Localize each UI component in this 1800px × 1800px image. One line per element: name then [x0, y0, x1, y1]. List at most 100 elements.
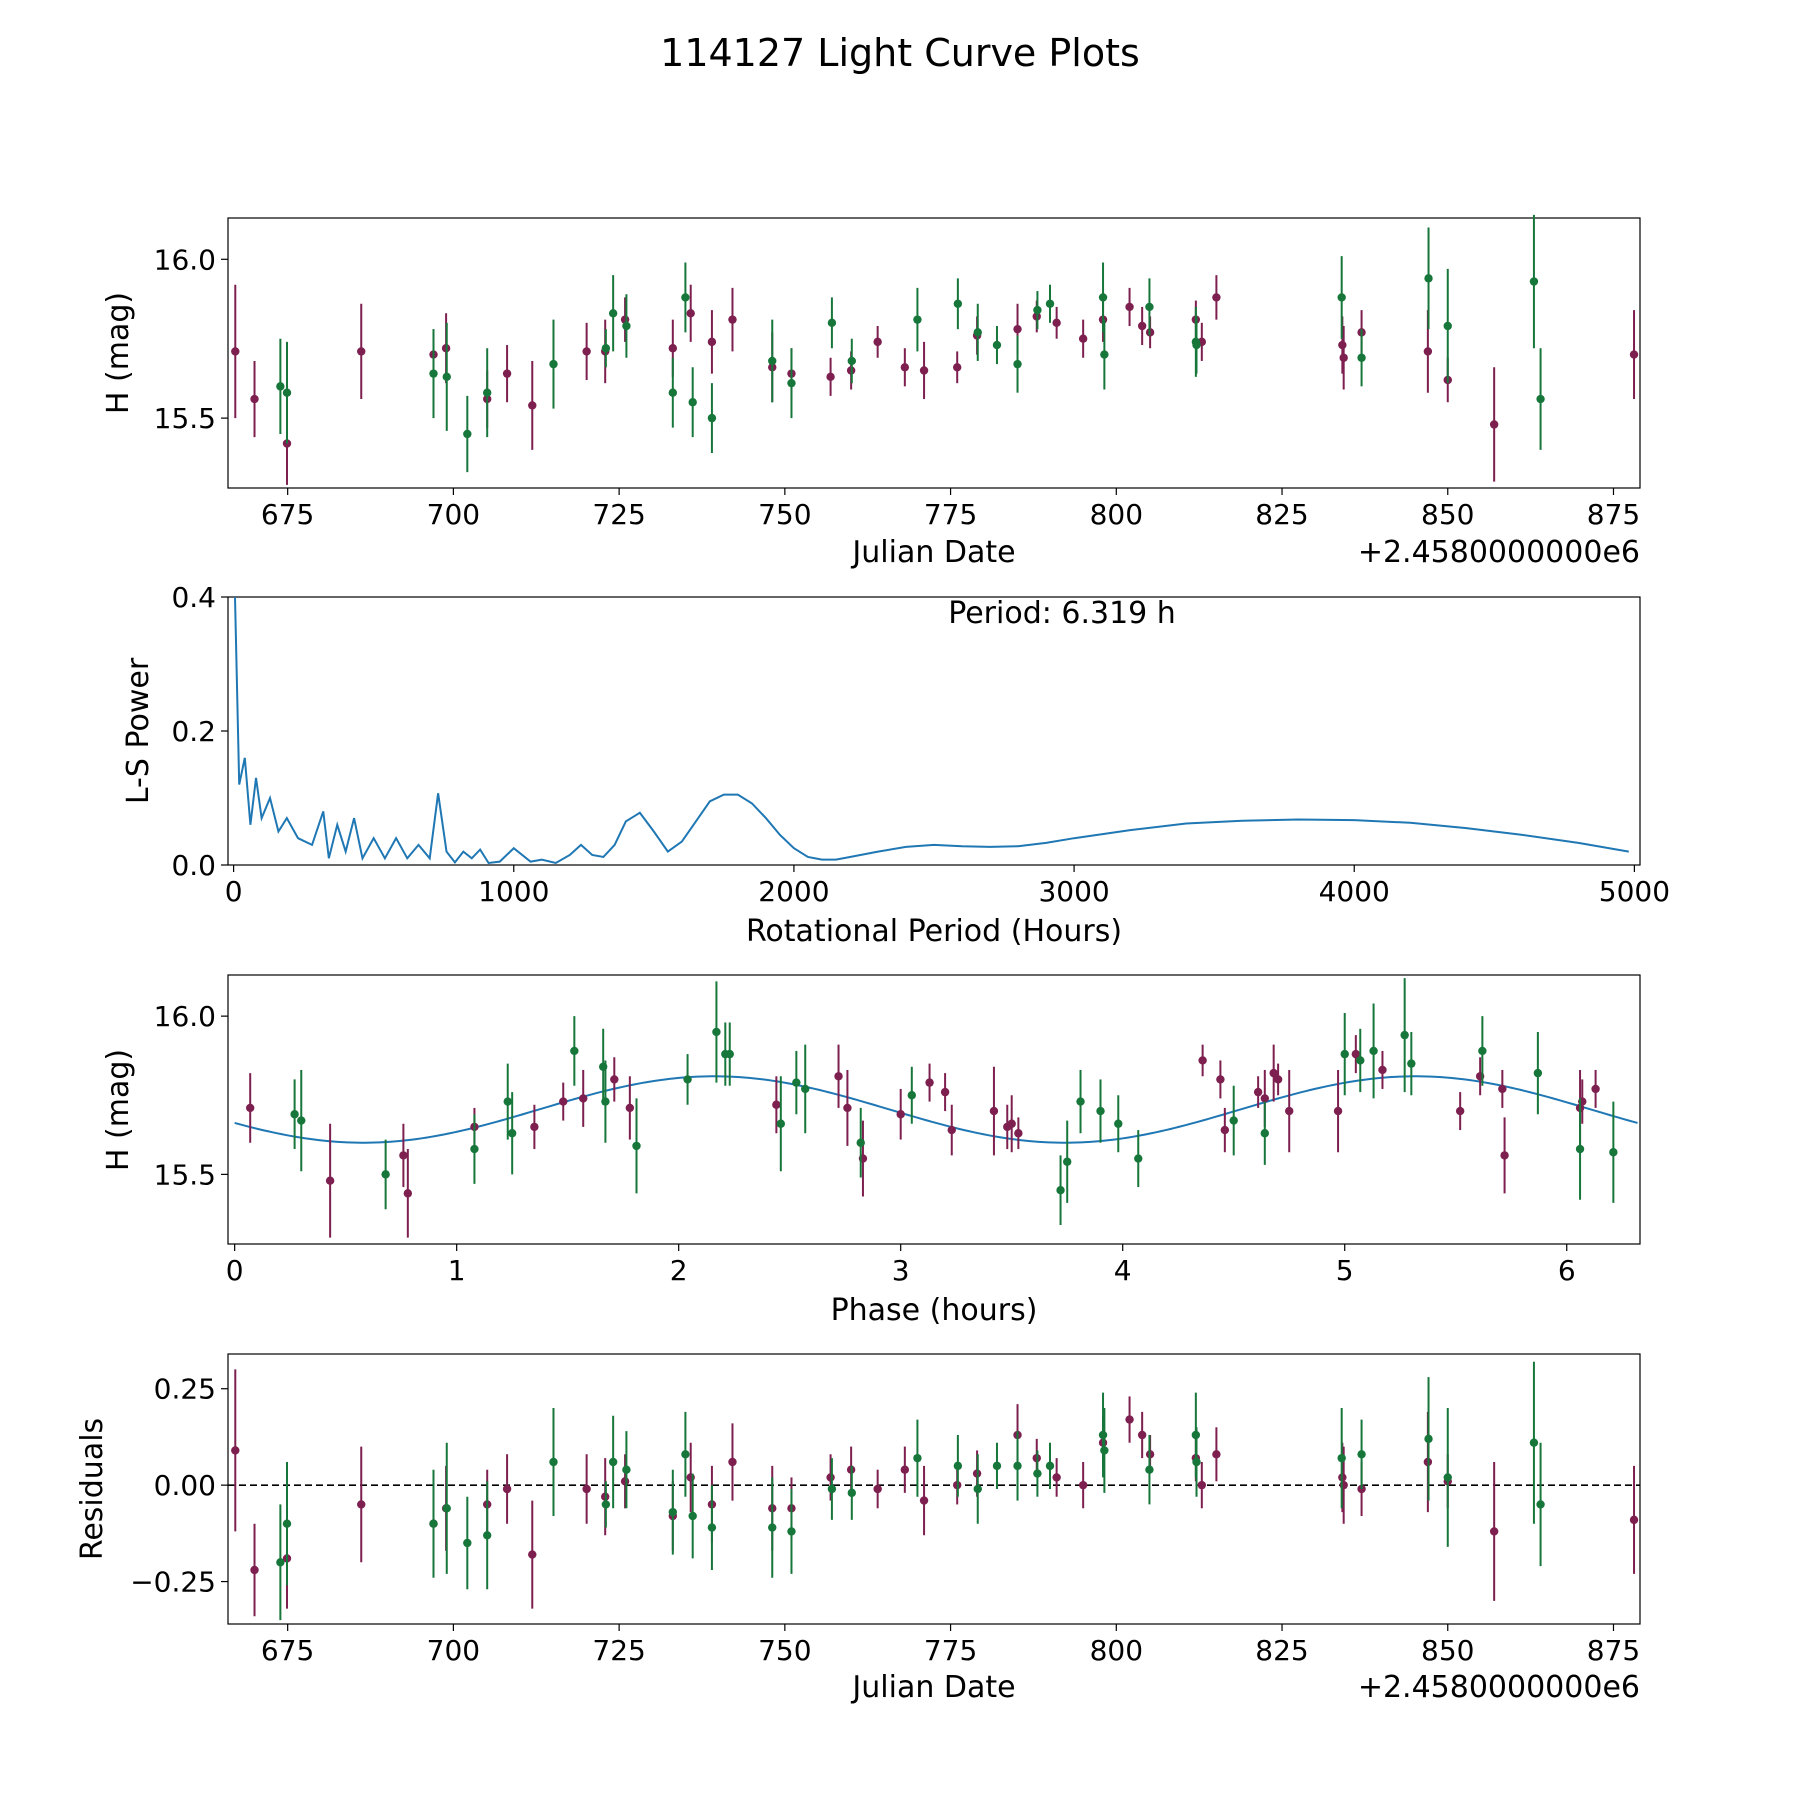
data-point [688, 1511, 697, 1521]
data-point [787, 1527, 796, 1536]
data-point [1357, 1450, 1366, 1459]
data-point [399, 1151, 408, 1160]
data-point [381, 1170, 390, 1179]
data-point [707, 1523, 717, 1532]
data-point [1114, 1119, 1123, 1128]
data-point [1340, 1049, 1349, 1059]
data-point [668, 388, 678, 397]
data-point [297, 1116, 306, 1125]
periodogram-line [234, 596, 1629, 865]
data-point [1529, 1438, 1539, 1447]
data-point [900, 363, 910, 372]
data-point [1098, 293, 1108, 302]
data-point [1229, 1116, 1238, 1125]
x-tick-label: 850 [1421, 498, 1474, 531]
data-point [1013, 324, 1022, 334]
data-point [826, 372, 835, 382]
data-point [1145, 302, 1154, 312]
data-point [681, 1450, 690, 1459]
data-point [601, 1097, 610, 1106]
x-tick-label: 725 [592, 1634, 645, 1667]
data-point [1356, 1056, 1365, 1065]
fit-curve-line [234, 1075, 1638, 1144]
x-tick-label: 850 [1421, 1634, 1474, 1667]
data-point [1609, 1148, 1618, 1157]
data-point [282, 1519, 292, 1528]
data-point [1212, 293, 1221, 302]
data-point [1045, 1461, 1055, 1471]
data-point [530, 1122, 539, 1132]
data-point [1192, 340, 1201, 350]
x-tick-label: 675 [261, 498, 314, 531]
data-point [528, 401, 537, 410]
data-point [463, 1538, 472, 1548]
data-point [528, 1550, 537, 1559]
x-tick-label: 675 [261, 1634, 314, 1667]
data-point [1500, 1151, 1509, 1160]
data-point [1629, 350, 1639, 359]
data-point [549, 359, 558, 369]
data-point [1536, 394, 1545, 404]
x-tick-label: 800 [1090, 1634, 1143, 1667]
data-point [792, 1078, 801, 1087]
x-tick-label: 2000 [758, 875, 829, 908]
data-point [470, 1144, 479, 1154]
data-point [1575, 1144, 1585, 1154]
data-point [847, 356, 856, 366]
data-point [907, 1091, 916, 1100]
data-point [1285, 1106, 1294, 1116]
data-point [1045, 299, 1055, 308]
data-point [1529, 277, 1539, 286]
data-point [559, 1097, 568, 1106]
data-point [953, 363, 962, 372]
y-axis-label: H (mag) [101, 1049, 136, 1171]
x-tick-label: 1000 [478, 875, 549, 908]
x-tick-label: 4000 [1319, 875, 1390, 908]
data-point [873, 337, 882, 347]
data-point [940, 1087, 950, 1097]
data-point [1407, 1059, 1416, 1068]
y-axis-label: Residuals [75, 1418, 110, 1560]
data-point [1489, 420, 1499, 429]
data-point [502, 369, 512, 378]
data-point [622, 1465, 631, 1474]
y-tick-label: 0.0 [171, 849, 216, 882]
data-point [900, 1465, 910, 1474]
data-point [843, 1103, 852, 1113]
data-point [582, 1484, 591, 1494]
y-tick-label: 15.5 [154, 1158, 216, 1191]
x-tick-label: 0 [226, 1254, 244, 1287]
data-point [429, 1519, 438, 1528]
data-point [1192, 1457, 1201, 1467]
data-point [1063, 1157, 1072, 1166]
x-tick-label: 5000 [1599, 875, 1670, 908]
data-point [707, 413, 717, 423]
data-point [1489, 1527, 1499, 1536]
data-point [1443, 321, 1452, 331]
data-point [1337, 293, 1346, 302]
y-tick-label: 0.00 [154, 1469, 216, 1502]
data-point [856, 1138, 865, 1147]
data-point [1198, 1056, 1207, 1065]
data-point [1078, 334, 1088, 343]
data-point [913, 315, 922, 324]
data-point [1400, 1030, 1409, 1040]
data-point [1197, 1480, 1207, 1490]
x-tick-label: 825 [1255, 1634, 1308, 1667]
data-point [1443, 1473, 1452, 1482]
data-point [1033, 1469, 1042, 1478]
data-point [683, 1075, 692, 1084]
data-point [1369, 1046, 1378, 1056]
x-offset-label: +2.4580000000e6 [1358, 1670, 1640, 1705]
data-point [1273, 1075, 1283, 1084]
periodogram-panel: Period: 6.319 h Rotational Period (Hours… [121, 581, 1670, 949]
data-point [1260, 1094, 1269, 1103]
data-point [1260, 1129, 1269, 1138]
x-offset-label: +2.4580000000e6 [1358, 535, 1640, 570]
panel-frame [227, 974, 1641, 1245]
data-point [1013, 1461, 1022, 1471]
data-point [579, 1094, 588, 1103]
data-point [1212, 1450, 1221, 1459]
data-point [772, 1100, 781, 1109]
data-point [953, 1461, 963, 1471]
